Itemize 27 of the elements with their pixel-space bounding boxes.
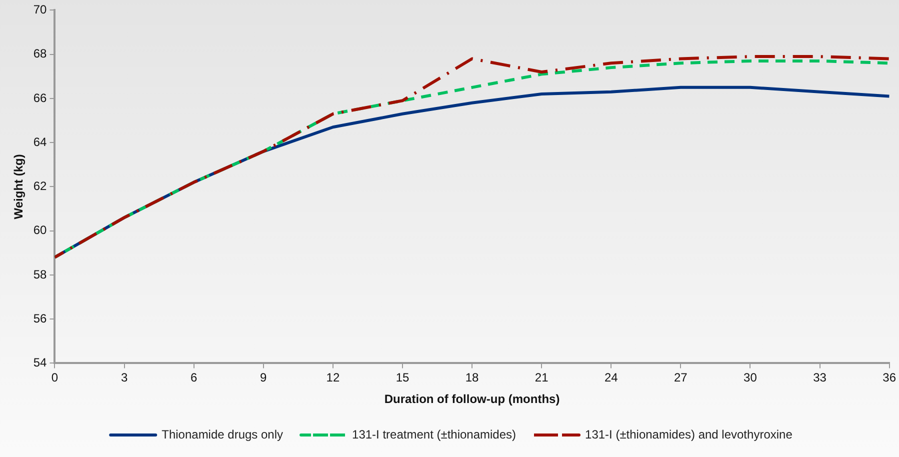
- x-axis-title: Duration of follow-up (months): [384, 392, 560, 406]
- legend-label: 131-I treatment (±thionamides): [352, 427, 516, 442]
- x-tick-label: 9: [260, 370, 268, 385]
- x-tick-label: 27: [674, 370, 688, 385]
- y-tick-label: 58: [33, 267, 48, 282]
- x-tick-label: 21: [534, 370, 549, 385]
- y-tick-label: 70: [33, 2, 48, 17]
- y-tick-label: 68: [33, 46, 48, 61]
- x-tick-label: 33: [813, 370, 827, 385]
- legend-label: 131-I (±thionamides) and levothyroxine: [585, 427, 793, 442]
- y-tick-label: 56: [33, 311, 48, 326]
- x-tick-label: 0: [51, 370, 58, 385]
- x-tick-label: 18: [465, 370, 480, 385]
- x-tick-label: 36: [882, 370, 896, 385]
- x-tick-label: 12: [326, 370, 340, 385]
- y-tick-label: 60: [33, 223, 48, 238]
- y-tick-label: 66: [33, 90, 48, 105]
- x-tick-label: 30: [744, 370, 758, 385]
- y-tick-label: 54: [33, 356, 48, 370]
- y-tick-label: 62: [33, 179, 48, 194]
- x-tick-label: 15: [396, 370, 410, 385]
- y-axis-title: Weight (kg): [12, 154, 26, 220]
- x-tick-label: 24: [604, 370, 618, 385]
- legend-label: Thionamide drugs only: [162, 427, 284, 442]
- y-tick-label: 64: [33, 134, 48, 149]
- x-tick-label: 3: [120, 370, 128, 385]
- x-tick-label: 6: [190, 370, 198, 385]
